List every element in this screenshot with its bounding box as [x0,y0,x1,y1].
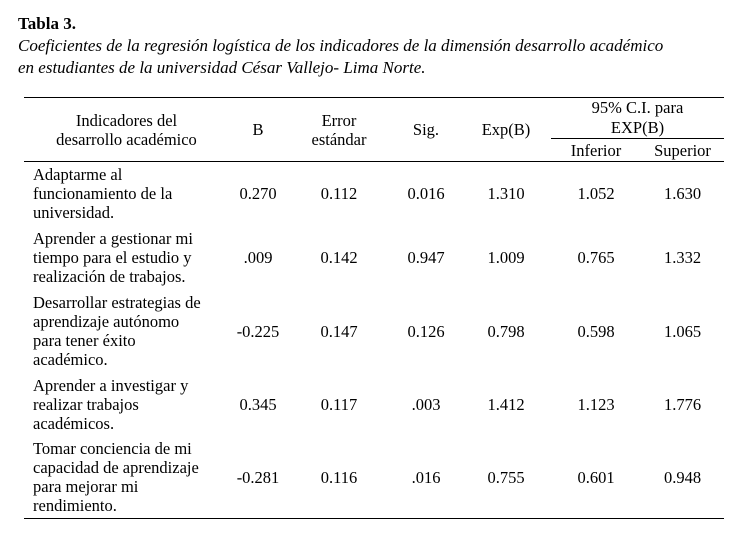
table-row: Adaptarme al funcionamiento de la universi… [24,162,724,225]
sig-cell: 0.947 [407,247,445,267]
error-cell: 0.142 [320,247,358,267]
regression-table: Indicadores del desarrollo académico B E… [24,97,724,519]
header-ci: 95% C.I. para EXP(B) [551,97,724,139]
indicator-cell: Adaptarme al funcionamiento de la universi… [24,162,229,225]
table-label: Tabla 3. [18,14,76,33]
b-cell: 0.270 [239,183,277,203]
superior-cell: 1.065 [663,321,702,341]
error-cell: 0.117 [320,394,358,414]
header-subrow: Inferior Superior [24,138,724,162]
header-indicator-line2: desarrollo académico [56,129,197,149]
header-indicator-line1: Indicadores del [75,110,178,130]
table-caption: Coeficientes de la regresión logística d… [18,35,726,79]
indicator-line: Aprender a investigar y [33,375,189,395]
indicator-line: universidad. [33,202,115,222]
inferior-cell: 0.765 [577,247,615,267]
indicator-line: rendimiento. [33,496,117,515]
table-body: Adaptarme al funcionamiento de la universi… [24,162,724,519]
indicator-cell: Desarrollar estrategias de aprendizaje au… [24,290,229,372]
table-row: Aprender a investigar y realizar trabajos… [24,372,724,436]
indicator-line: Desarrollar estrategias de [33,293,201,312]
expb-cell: 1.310 [487,183,525,203]
header-error-line2: estándar [311,129,367,149]
expb-cell: 1.412 [487,394,525,414]
b-cell: -0.225 [236,321,280,341]
header-b: B [229,97,287,162]
caption-line-1: Coeficientes de la regresión logística d… [18,36,664,55]
table-title-block: Tabla 3. Coeficientes de la regresión lo… [18,14,726,79]
indicator-cell: Aprender a gestionar mi tiempo para el es… [24,224,229,290]
header-sig: Sig. [391,97,461,162]
header-ci-line1: 95% C.I. para [591,98,684,117]
b-cell: .009 [243,247,273,267]
indicator-line: Tomar conciencia de mi [33,439,192,458]
header-expb: Exp(B) [461,97,551,162]
header-ci-line2: EXP(B) [610,118,665,137]
indicator-cell: Aprender a investigar y realizar trabajos… [24,372,229,436]
indicator-line: académico. [33,350,108,369]
table-row: Aprender a gestionar mi tiempo para el es… [24,224,724,290]
header-inferior: Inferior [551,138,641,162]
error-cell: 0.112 [320,183,358,203]
table-row: Desarrollar estrategias de aprendizaje au… [24,290,724,372]
sig-cell: 0.016 [407,183,445,203]
inferior-cell: 1.123 [577,394,615,414]
indicator-line: realizar trabajos [33,394,139,414]
b-cell: -0.281 [229,436,287,519]
superior-cell: 1.332 [663,247,702,267]
superior-cell: 1.776 [663,394,702,414]
header-indicator: Indicadores del desarrollo académico [24,97,229,162]
header-row: Indicadores del desarrollo académico B E… [24,97,724,162]
expb-cell: 1.009 [487,247,525,267]
inferior-cell: 0.598 [577,321,615,341]
sig-cell: 0.126 [407,321,445,341]
error-cell: 0.147 [320,321,358,341]
inferior-cell: 0.601 [551,436,641,519]
b-cell: 0.345 [239,394,277,414]
indicator-line: funcionamiento de la [33,183,173,203]
indicator-line: para tener éxito [33,331,136,350]
expb-cell: 0.755 [461,436,551,519]
indicator-line: realización de trabajos. [33,266,186,286]
caption-line-2: en estudiantes de la universidad César V… [18,58,426,77]
indicator-line: Adaptarme al [33,164,123,184]
sig-cell: .003 [411,394,441,414]
indicator-line: académicos. [33,413,115,433]
indicator-line: Aprender a gestionar mi [33,228,193,248]
superior-cell: 0.948 [641,436,724,519]
header-error: Error estándar [287,97,391,162]
inferior-cell: 1.052 [577,183,615,203]
table-header: Indicadores del desarrollo académico B E… [24,97,724,162]
indicator-line: capacidad de aprendizaje [33,458,199,477]
indicator-line: tiempo para el estudio y [33,247,192,267]
header-superior: Superior [641,138,724,162]
table-row: Tomar conciencia de mi capacidad de apren… [24,436,724,519]
header-error-line1: Error [321,110,357,130]
indicator-line: para mejorar mi [33,477,139,496]
indicator-line: aprendizaje autónomo [33,312,180,331]
expb-cell: 0.798 [487,321,525,341]
superior-cell: 1.630 [663,183,702,203]
error-cell: 0.116 [287,436,391,519]
indicator-cell: Tomar conciencia de mi capacidad de apren… [24,436,229,519]
sig-cell: .016 [391,436,461,519]
